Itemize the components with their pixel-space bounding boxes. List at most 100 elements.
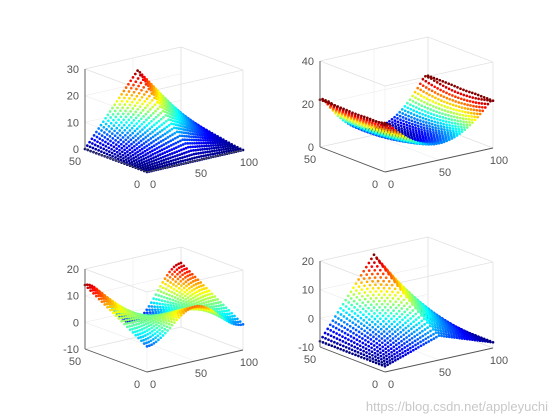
surface-point [401,318,404,322]
surface-point [401,134,405,138]
surface-point [447,333,451,337]
surface-point [352,286,355,290]
surface-point [161,330,164,333]
surface-point [181,296,185,300]
surface-point [123,103,127,106]
surface-point [138,149,142,152]
surface-point [155,121,158,125]
surface-point [348,110,351,113]
surface-point [425,321,429,324]
surface-point [411,128,415,131]
surface-point [446,110,450,113]
surface-point [145,329,149,332]
surface-point [100,300,104,304]
surface-point [187,282,191,286]
surface-point [195,155,199,159]
surface-point [186,274,190,278]
surface-point [378,311,382,315]
surface-point [385,357,389,361]
surface-point [128,328,132,332]
surface-point [161,305,165,309]
surface-point [206,141,210,145]
surface-point [150,145,154,149]
surface-point [368,117,372,121]
surface-point [102,125,106,129]
surface-point [216,313,220,317]
surface-point [439,122,443,125]
surface-point [161,281,165,284]
surface-point [387,272,391,276]
surface-point [150,330,154,333]
surface-point [119,115,123,119]
surface-point [168,293,171,297]
surface-point [97,127,101,130]
surface-point [359,348,362,352]
surface-point [128,324,131,328]
surface-point [164,113,168,117]
surface-point [390,354,394,358]
surface-point [112,118,115,122]
surface-point [167,118,170,121]
surface-point [134,134,137,138]
surface-point [375,257,379,261]
surface-point [212,146,216,150]
surface-point [225,312,229,316]
surface-point [194,135,198,139]
surface-point [128,162,131,165]
surface-point [185,154,189,158]
surface-point [173,275,177,279]
surface-point [420,319,424,323]
surface-point [354,112,357,116]
surface-point [376,320,380,323]
surface-point [155,127,159,130]
surface-point [396,291,400,294]
surface-point [149,157,153,161]
surface-point [412,330,416,334]
surface-point [332,330,335,334]
surface-point [124,86,128,89]
surface-point [469,108,473,111]
surface-point [125,322,129,325]
surface-point [453,84,456,88]
surface-point [339,347,343,351]
surface-point [446,128,449,132]
surface-point [447,138,451,142]
surface-point [380,122,384,125]
surface-point [425,318,429,322]
surface-point [454,332,458,336]
surface-point [155,147,159,150]
surface-point [483,339,487,343]
box-edge [384,61,494,87]
surface-point [122,144,126,148]
surface-point [202,141,206,145]
surface-point [188,138,191,142]
surface-point [182,128,185,131]
surface-point [454,124,457,128]
surface-point [458,116,462,120]
surface-point [147,321,150,325]
surface-point [145,148,149,152]
surface-point [399,121,403,125]
surface-point [373,268,377,272]
surface-point [397,126,401,129]
surface-point [208,139,212,142]
surface-point [168,297,172,301]
surface-point [183,267,186,271]
surface-point [123,322,126,326]
surface-point [166,111,169,115]
surface-point [145,345,149,348]
surface-point [323,331,327,335]
x-tick-label: 50 [439,167,451,179]
surface-point [140,324,143,328]
surface-point [416,121,420,125]
surface-point [406,319,410,323]
surface-point [444,332,448,336]
surface-point [193,287,196,291]
surface-point [153,151,157,155]
surface-point [159,320,163,323]
surface-point [183,290,187,294]
surface-point [123,152,127,155]
surface-point [374,358,378,362]
surface-point [203,290,206,294]
surface-point [185,284,188,288]
